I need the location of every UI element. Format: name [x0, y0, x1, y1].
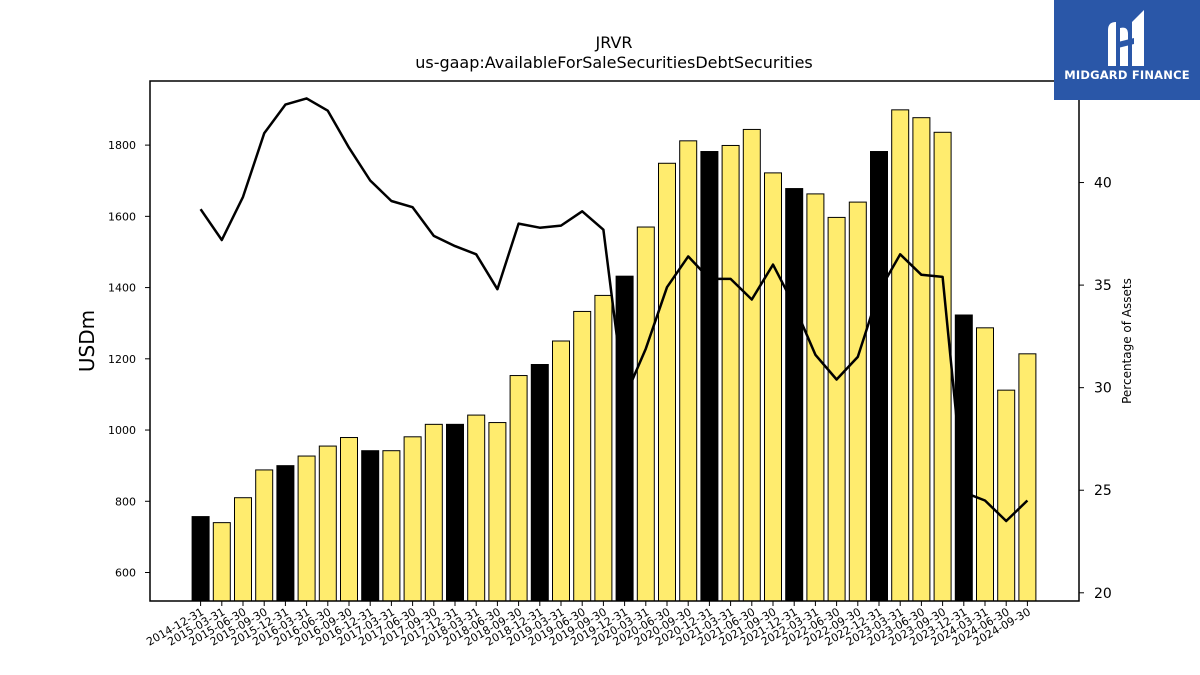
- bar: [658, 162, 676, 602]
- bar: [827, 216, 846, 602]
- logo-text: MIDGARD FINANCE: [1064, 68, 1190, 82]
- bar: [403, 436, 422, 602]
- y-tick-label: 1200: [108, 353, 136, 366]
- chart-title: JRVR: [594, 33, 632, 52]
- plot-frame: [149, 80, 1080, 602]
- y-tick-label: 1400: [108, 282, 136, 295]
- bar: [912, 117, 931, 602]
- midgard-finance-logo: MIDGARD FINANCE: [1054, 0, 1200, 100]
- bar: [361, 450, 380, 602]
- chart-subtitle: us-gaap:AvailableForSaleSecuritiesDebtSe…: [415, 53, 813, 72]
- y2-tick-label: 20: [1094, 586, 1112, 602]
- y-tick-label: 1800: [108, 139, 136, 152]
- bar: [340, 437, 358, 602]
- bar: [573, 310, 592, 602]
- bar: [997, 389, 1016, 602]
- bar: [552, 340, 570, 602]
- bar: [318, 445, 337, 602]
- plot-area: 6008001000120014001600180020253035402014…: [108, 80, 1112, 649]
- bar: [615, 275, 634, 602]
- bar: [954, 314, 973, 602]
- bar: [806, 193, 825, 602]
- bar: [700, 151, 719, 602]
- bar: [191, 516, 210, 602]
- bar: [848, 201, 867, 602]
- bar: [721, 144, 740, 602]
- bar: [636, 226, 655, 602]
- y2-tick-label: 30: [1094, 381, 1112, 397]
- bar: [933, 131, 952, 602]
- bar: [488, 422, 507, 602]
- bar: [1018, 353, 1037, 602]
- y2-tick-label: 25: [1094, 483, 1112, 499]
- bar: [509, 375, 528, 602]
- y-axis-label: USDm: [75, 310, 99, 372]
- bar: [976, 327, 994, 602]
- bar: [870, 151, 888, 602]
- bar: [891, 109, 910, 602]
- y2-axis-label: Percentage of Assets: [1120, 278, 1134, 404]
- bar: [382, 450, 401, 602]
- bar: [255, 469, 274, 602]
- bar: [764, 172, 782, 602]
- bar: [446, 423, 464, 602]
- bar: [234, 497, 252, 602]
- bar: [679, 140, 698, 602]
- bar: [297, 455, 316, 602]
- bar: [594, 294, 613, 602]
- y-tick-label: 1000: [108, 424, 136, 437]
- percentage-line: [199, 97, 1029, 523]
- y2-tick-label: 40: [1094, 176, 1112, 192]
- bar: [785, 188, 804, 602]
- bar: [467, 414, 486, 602]
- bar: [424, 423, 443, 602]
- y-tick-label: 1600: [108, 210, 136, 223]
- midgard-logo-icon: [1108, 10, 1144, 67]
- bar: [212, 522, 231, 602]
- y-tick-label: 600: [115, 567, 136, 580]
- y-tick-label: 800: [115, 495, 136, 508]
- bar: [742, 128, 761, 602]
- y2-tick-label: 35: [1094, 278, 1112, 294]
- bar: [276, 465, 295, 602]
- bar: [530, 364, 549, 602]
